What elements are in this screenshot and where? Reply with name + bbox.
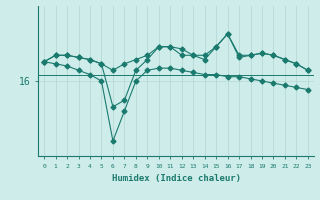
X-axis label: Humidex (Indice chaleur): Humidex (Indice chaleur) [111, 174, 241, 183]
